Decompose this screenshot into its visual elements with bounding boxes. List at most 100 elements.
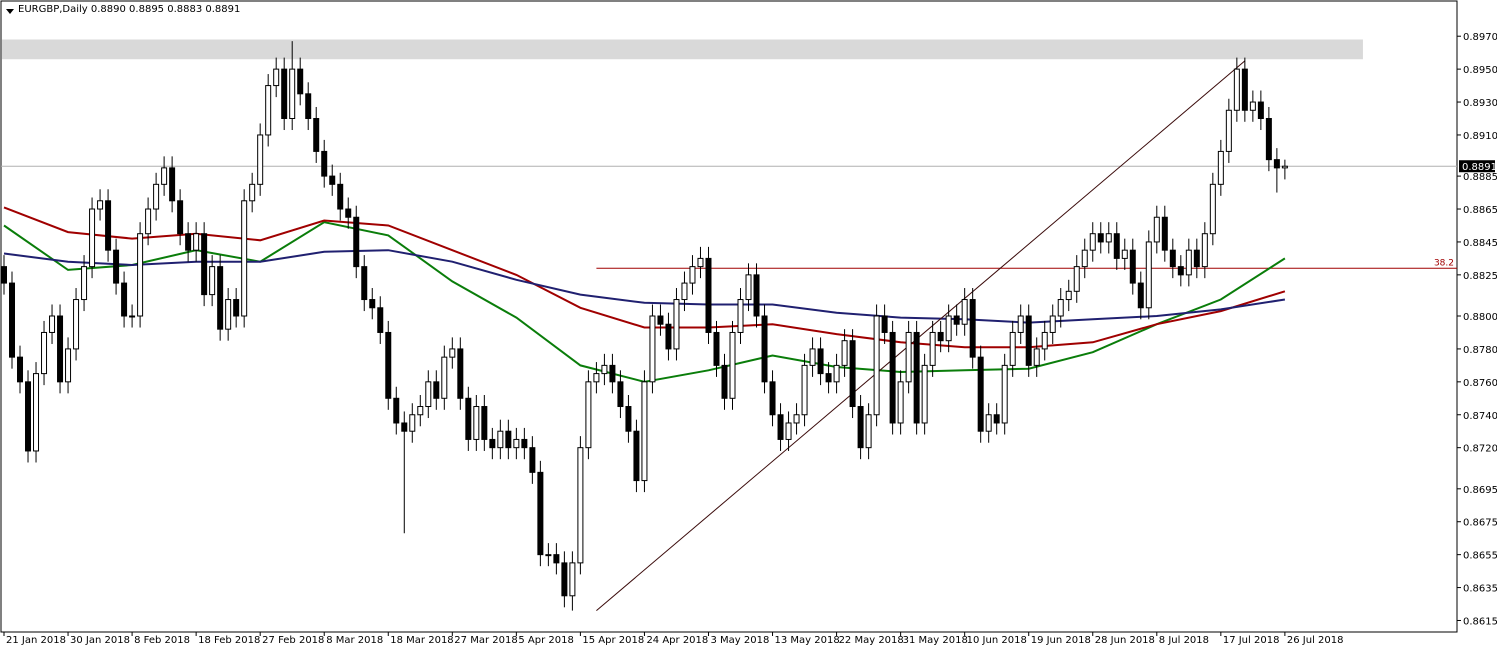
candle-body [825,373,832,383]
candle-body [1161,216,1168,251]
candle-body [769,381,776,416]
candle-body [961,299,968,325]
candle-body [145,208,152,235]
candle-body [849,340,856,408]
y-tick-label: 0.8780 [1463,345,1497,356]
candle-body [1025,315,1032,366]
candle-body [585,381,592,449]
candle-body [457,348,464,399]
candle-body [553,554,560,564]
candle-body [1097,233,1104,243]
candle-body [209,266,216,296]
candle-body [969,299,976,358]
x-tick-label: 18 Mar 2018 [390,635,453,646]
y-tick-label: 0.8720 [1463,444,1497,455]
candle-body [569,562,576,597]
candle-body [1065,290,1072,301]
candle-body [665,323,672,350]
candle-body [377,307,384,333]
candle-body [1105,233,1112,243]
candle-body [177,200,184,235]
candle-body [937,331,944,342]
y-tick-label: 0.8930 [1463,98,1497,109]
candle-body [545,554,552,557]
candle-body [1,266,8,284]
candle-body [361,266,368,301]
candle-body [1137,282,1144,309]
candle-body [313,118,320,152]
x-tick-label: 8 Jul 2018 [1159,635,1209,646]
candle-body [433,381,440,399]
price-tag [1459,160,1495,173]
candle-body [249,183,256,202]
candle-body [593,373,600,383]
candle-body [865,414,872,449]
candle-body [897,381,904,424]
candle-body [425,381,432,408]
moving-average [3,206,1286,349]
candle-body [713,331,720,366]
x-tick-label: 13 May 2018 [775,635,840,646]
candle-body [1121,249,1128,259]
candle-body [1209,183,1216,235]
x-tick-label: 8 Feb 2018 [134,635,190,646]
y-tick-label: 0.8885 [1463,172,1497,183]
x-tick-label: 30 Jan 2018 [70,635,130,646]
candle-body [1249,101,1256,111]
candle-body [345,208,352,218]
price-tag-label: 0.8891 [1462,162,1497,173]
candle-body [473,406,480,440]
candle-body [521,438,528,449]
candle-body [1265,118,1272,161]
x-tick-label: 18 Feb 2018 [198,635,260,646]
candle-body [113,249,120,284]
x-tick-label: 17 Jul 2018 [1223,635,1280,646]
x-tick-label: 21 Jan 2018 [6,635,66,646]
candle-body [801,364,808,416]
candle-body [993,414,1000,424]
candle-body [1113,233,1120,259]
candle-body [905,331,912,383]
candle-body [169,167,176,202]
candle-body [1225,109,1232,152]
candle-body [185,233,192,251]
candle-body [609,364,616,383]
candle-body [49,315,56,333]
candle-body [1081,249,1088,268]
candle-body [1241,68,1248,111]
candle-body [1009,331,1016,366]
candle-body [761,315,768,383]
y-tick-label: 0.8675 [1463,518,1497,529]
candle-body [1193,249,1200,268]
candle-body [265,85,272,136]
candle-body [465,397,472,440]
y-tick-label: 0.8865 [1463,205,1497,216]
candle-body [657,315,664,325]
x-tick-label: 8 Mar 2018 [326,635,383,646]
candle-body [73,299,80,350]
candle-body [321,150,328,177]
candle-body [617,381,624,408]
candle-body [737,299,744,333]
candle-body [809,348,816,366]
candle-body [1169,249,1176,268]
candle-body [1273,159,1280,169]
candle-body [913,331,920,424]
candle-body [1233,68,1240,111]
resistance-zone [2,39,1363,60]
x-tick-label: 10 Jun 2018 [967,635,1027,646]
candle-body [625,406,632,432]
candle-body [137,233,144,317]
candle-body [305,93,312,119]
y-tick-label: 0.8825 [1463,271,1497,282]
candle-body [857,406,864,449]
candle-body [273,68,280,87]
candle-body [233,299,240,317]
candle-body [337,183,344,210]
candle-body [785,422,792,440]
candle-body [225,299,232,330]
candle-body [561,562,568,597]
candle-body [537,471,544,556]
candle-body [1017,315,1024,333]
